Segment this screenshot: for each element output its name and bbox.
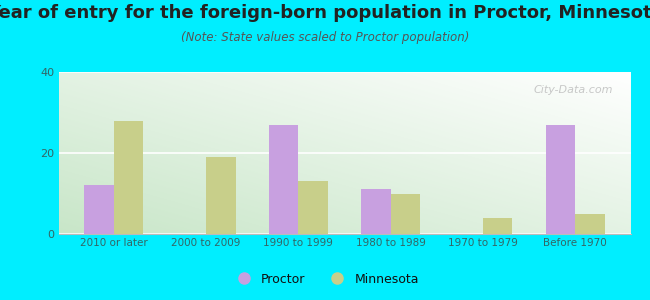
Bar	[298, 181, 328, 234]
Bar	[114, 121, 144, 234]
Text: (Note: State values scaled to Proctor population): (Note: State values scaled to Proctor po…	[181, 32, 469, 44]
Text: Year of entry for the foreign-born population in Proctor, Minnesota: Year of entry for the foreign-born popul…	[0, 4, 650, 22]
Bar	[361, 190, 391, 234]
Bar	[206, 157, 236, 234]
Bar	[391, 194, 420, 234]
Bar	[269, 125, 298, 234]
Bar	[575, 214, 604, 234]
Text: City-Data.com: City-Data.com	[534, 85, 614, 95]
Bar	[84, 185, 114, 234]
Legend: Proctor, Minnesota: Proctor, Minnesota	[226, 268, 424, 291]
Bar	[545, 125, 575, 234]
Bar	[483, 218, 512, 234]
